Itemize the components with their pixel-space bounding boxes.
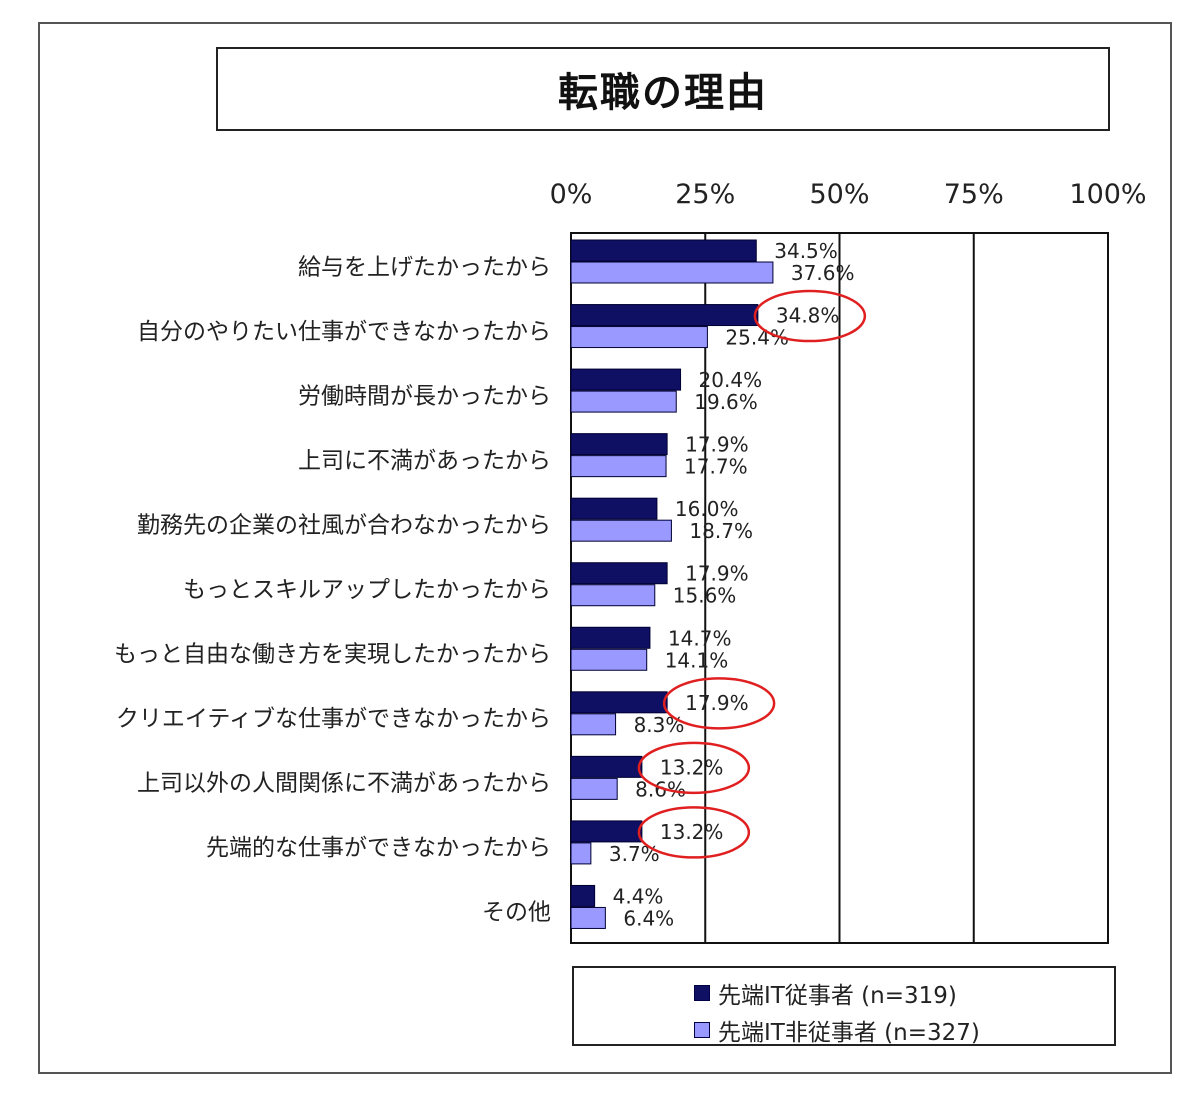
legend: 先端IT従事者 (n=319) 先端IT非従事者 (n=327) <box>572 966 1116 1046</box>
category-label: もっとスキルアップしたかったから <box>183 577 551 603</box>
chart-title: 転職の理由 <box>558 70 768 116</box>
category-label: クリエイティブな仕事ができなかったから <box>116 706 551 732</box>
data-label-series2: 17.7% <box>684 455 748 479</box>
bar-series2 <box>570 777 618 800</box>
bar-series1 <box>570 820 643 843</box>
data-label-series1: 17.9% <box>685 562 749 586</box>
highlight-ellipse <box>753 289 867 343</box>
bar-series1 <box>570 433 668 456</box>
data-label-series2: 18.7% <box>689 519 753 543</box>
bar-series1 <box>570 239 757 262</box>
bar-series2 <box>570 455 667 478</box>
category-label: 先端的な仕事ができなかったから <box>206 835 551 861</box>
bar-series2 <box>570 519 672 542</box>
bar-series1 <box>570 755 643 778</box>
category-label: 上司に不満があったから <box>298 448 551 474</box>
bar-series1 <box>570 497 658 520</box>
data-label-series2: 8.6% <box>635 777 686 801</box>
data-label-series1: 17.9% <box>685 433 749 457</box>
bar-series1 <box>570 304 759 327</box>
data-label-series1: 16.0% <box>675 497 739 521</box>
category-label: 勤務先の企業の社風が合わなかったから <box>137 512 551 538</box>
legend-item-series1: 先端IT従事者 (n=319) <box>694 976 957 1010</box>
bar-series2 <box>570 906 606 929</box>
data-label-series1: 13.2% <box>660 820 724 844</box>
data-label-series1: 13.2% <box>660 755 724 779</box>
bar-series1 <box>570 368 682 391</box>
x-tick-label: 0% <box>550 179 593 210</box>
data-label-series2: 3.7% <box>609 842 660 866</box>
data-label-series1: 20.4% <box>699 368 763 392</box>
data-label-series2: 8.3% <box>634 713 685 737</box>
legend-swatch-series1 <box>694 985 710 1001</box>
bar-series2 <box>570 842 592 865</box>
data-label-series2: 19.6% <box>694 390 758 414</box>
bar-series2 <box>570 390 677 413</box>
x-tick-label: 50% <box>809 179 869 210</box>
data-label-series1: 4.4% <box>613 884 664 908</box>
bar-series2 <box>570 713 617 736</box>
category-label: 自分のやりたい仕事ができなかったから <box>137 319 551 345</box>
category-label: 労働時間が長かったから <box>298 383 551 409</box>
data-label-series1: 34.5% <box>774 239 838 263</box>
chart-title-box: 転職の理由 <box>216 47 1110 131</box>
highlight-ellipse <box>637 741 751 795</box>
category-label: 給与を上げたかったから <box>298 254 551 280</box>
x-tick-label: 75% <box>944 179 1004 210</box>
category-label: もっと自由な働き方を実現したかったから <box>114 642 551 668</box>
legend-label-series2: 先端IT非従事者 (n=327) <box>718 1020 980 1046</box>
bar-series2 <box>570 261 774 284</box>
highlight-ellipse <box>637 806 751 859</box>
data-label-series1: 17.9% <box>685 691 749 715</box>
category-label: 上司以外の人間関係に不満があったから <box>137 771 551 797</box>
bar-series2 <box>570 584 656 607</box>
legend-item-series2: 先端IT非従事者 (n=327) <box>694 1013 980 1047</box>
bar-series1 <box>570 562 668 585</box>
bar-series2 <box>570 326 708 349</box>
data-label-series2: 6.4% <box>623 906 674 930</box>
data-label-series1: 14.7% <box>668 626 732 650</box>
bar-series1 <box>570 691 668 714</box>
category-label: その他 <box>482 900 551 926</box>
data-label-series2: 37.6% <box>791 261 855 285</box>
legend-label-series1: 先端IT従事者 (n=319) <box>718 983 957 1009</box>
legend-swatch-series2 <box>694 1022 710 1038</box>
data-label-series1: 34.8% <box>776 304 840 328</box>
data-label-series2: 14.1% <box>665 648 729 672</box>
x-tick-label: 25% <box>675 179 735 210</box>
bar-series2 <box>570 648 648 671</box>
bar-series1 <box>570 626 651 649</box>
bar-series1 <box>570 884 596 907</box>
highlight-ellipse <box>662 677 776 730</box>
x-tick-label: 100% <box>1069 179 1146 210</box>
chart-frame <box>38 22 1172 1074</box>
data-label-series2: 15.6% <box>673 584 737 608</box>
